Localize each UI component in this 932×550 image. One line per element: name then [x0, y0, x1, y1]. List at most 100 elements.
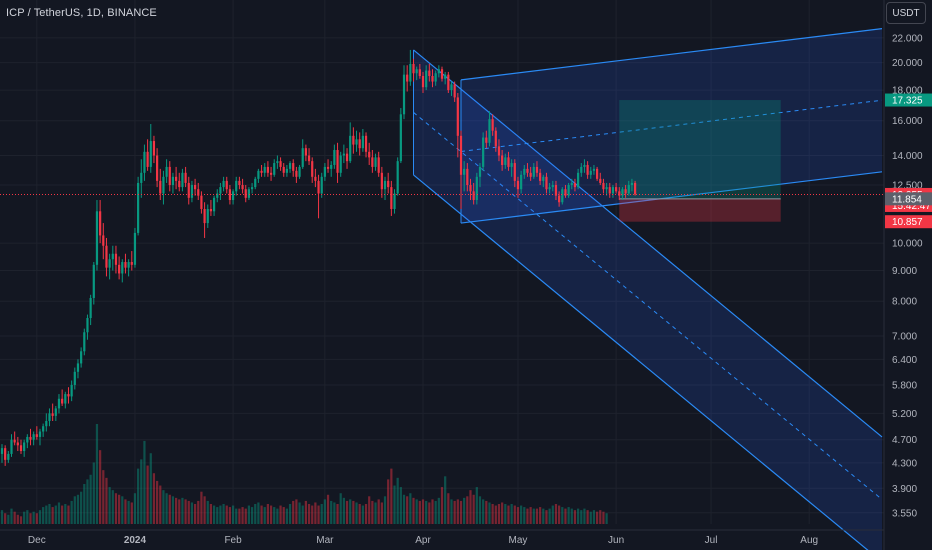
volume-bar	[586, 510, 589, 524]
volume-bar	[520, 505, 523, 524]
volume-bar	[282, 507, 285, 524]
volume-bar	[0, 510, 4, 524]
volume-bar	[238, 508, 241, 524]
volume-bar	[298, 502, 301, 524]
volume-bar	[336, 504, 339, 524]
candle-body	[111, 253, 114, 260]
volume-bar	[320, 504, 323, 524]
candle-body	[80, 351, 83, 364]
volume-bar	[589, 511, 592, 524]
rising-channel-upper[interactable]	[460, 171, 883, 224]
time-tick-label: Dec	[28, 535, 46, 546]
volume-bar	[159, 485, 162, 524]
price-tag-10.857	[885, 215, 932, 229]
candle-body	[140, 172, 143, 183]
volume-bar	[61, 505, 64, 524]
candle-body	[564, 189, 567, 196]
candle-body	[399, 114, 402, 162]
candle-body	[485, 137, 488, 143]
candle-body	[466, 168, 469, 186]
candle-body	[377, 157, 380, 173]
volume-bar	[7, 514, 10, 524]
falling-channel-lower[interactable]	[413, 174, 882, 550]
volume-bar	[469, 490, 472, 524]
price-tag-11.854	[885, 192, 932, 206]
candle-body	[402, 74, 406, 115]
volume-bar	[121, 496, 124, 524]
volume-bar	[491, 504, 494, 524]
candle-body	[197, 189, 200, 196]
position-target-zone[interactable]	[619, 100, 781, 199]
candle-body	[409, 63, 412, 82]
volume-bar	[162, 490, 165, 524]
time-tick-label: Jun	[608, 535, 624, 546]
volume-bar	[32, 511, 35, 524]
volume-bar	[548, 508, 551, 524]
candle-body	[444, 74, 447, 79]
volume-bar	[383, 496, 387, 524]
candle-body	[567, 185, 570, 196]
candle-body	[456, 97, 459, 136]
candle-body	[478, 166, 482, 177]
volume-bar	[428, 502, 431, 524]
volume-bar	[45, 505, 48, 524]
candle-body	[257, 170, 260, 179]
volume-bar	[478, 496, 482, 524]
volume-bar	[573, 510, 577, 524]
candle-body	[73, 371, 76, 385]
candle-body	[238, 180, 241, 186]
volume-bar	[181, 497, 184, 524]
volume-bar	[285, 508, 288, 524]
volume-bar	[545, 510, 548, 524]
candle-body	[168, 166, 171, 186]
volume-bar	[605, 513, 608, 524]
candle-body	[592, 168, 596, 171]
candle-body	[418, 69, 421, 76]
candle-body	[178, 180, 181, 188]
price-axis[interactable]	[884, 0, 932, 550]
volume-bar	[377, 499, 380, 524]
volume-bar	[118, 494, 121, 524]
price-tick-label: 3.550	[892, 508, 917, 519]
volume-bar	[127, 500, 130, 524]
rising-channel-lower[interactable]	[460, 28, 883, 81]
volume-bar	[542, 508, 545, 524]
volume-bar	[535, 508, 539, 524]
volume-bar	[70, 500, 73, 524]
candle-body	[396, 161, 399, 194]
candle-body	[118, 264, 121, 274]
candle-body	[472, 191, 475, 201]
falling-channel-upper[interactable]	[413, 49, 883, 438]
candle-body	[573, 182, 577, 188]
currency-button[interactable]: USDT	[886, 2, 926, 24]
candle-body	[225, 180, 228, 190]
candle-body	[38, 431, 42, 437]
volume-bar	[23, 511, 26, 524]
volume-bar	[92, 462, 95, 524]
volume-bar	[168, 494, 171, 524]
candle-body	[266, 166, 270, 173]
candle-body	[570, 182, 573, 186]
candle-body	[137, 182, 140, 233]
candle-body	[29, 436, 32, 440]
candle-body	[130, 262, 133, 265]
volume-bar	[396, 477, 399, 524]
volume-bar	[260, 505, 263, 524]
candle-body	[152, 141, 156, 156]
candle-body	[380, 172, 383, 190]
rising-channel-mid	[460, 99, 883, 152]
candle-body	[276, 161, 279, 164]
candle-body	[539, 172, 542, 181]
volume-bar	[592, 510, 596, 524]
position-stop-zone[interactable]	[619, 198, 781, 222]
time-tick-label: Apr	[415, 535, 431, 546]
candle-body	[0, 448, 4, 454]
candle-body	[273, 163, 276, 175]
volume-bar	[494, 505, 497, 524]
volume-bar	[273, 507, 276, 524]
volume-bar	[133, 493, 137, 524]
candle-body	[482, 137, 485, 167]
volume-bar	[174, 497, 178, 524]
